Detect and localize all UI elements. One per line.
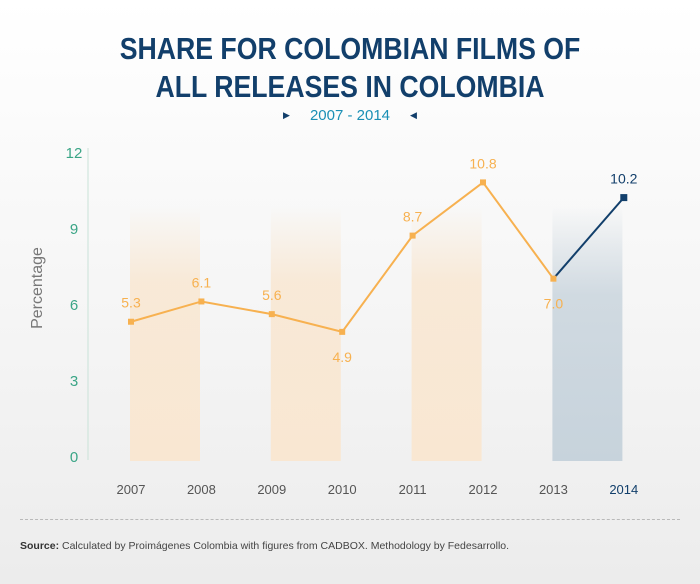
data-point-2014: [620, 194, 628, 202]
source-text: Calculated by Proimágenes Colombia with …: [59, 540, 510, 552]
chart-subtitle: ▶ 2007 - 2014 ◀: [0, 107, 700, 124]
series-line-highlight: [552, 196, 625, 280]
x-tick-2010: 2010: [328, 482, 357, 497]
highlight-bands: [130, 205, 623, 461]
band-2009: [270, 205, 341, 461]
data-point-2010: [339, 328, 346, 335]
data-point-2012: [480, 179, 486, 186]
x-tick-2012: 2012: [469, 482, 498, 497]
x-tick-2011: 2011: [399, 482, 427, 497]
y-tick-3: 3: [70, 373, 78, 390]
data-label-2008: 6.1: [192, 274, 212, 290]
data-label-2009: 5.6: [262, 287, 282, 303]
data-label-2013: 7.0: [544, 296, 564, 312]
band-2011: [411, 205, 482, 461]
data-point-2008: [198, 298, 205, 305]
chart-title: SHARE FOR COLOMBIAN FILMS OF ALL RELEASE…: [49, 30, 651, 106]
x-tick-2013: 2013: [539, 482, 568, 497]
band-2007: [130, 205, 200, 461]
data-point-2013: [550, 275, 557, 282]
data-labels: 5.3 6.1 5.6 4.9 8.7 10.8 7.0 10.2: [121, 155, 637, 364]
data-point-2009: [268, 311, 275, 318]
data-label-2011: 8.7: [403, 209, 423, 225]
y-tick-6: 6: [70, 297, 78, 314]
x-tick-labels: 2007 2008 2009 2010 2011 2012 2013 2014: [117, 482, 639, 497]
y-tick-12: 12: [66, 145, 83, 162]
source-note: Source: Calculated by Proimágenes Colomb…: [20, 540, 509, 552]
chart-title-line2: ALL RELEASES IN COLOMBIA: [155, 69, 545, 104]
chart-title-line1: SHARE FOR COLOMBIAN FILMS OF: [119, 31, 581, 66]
data-label-2007: 5.3: [121, 295, 141, 311]
data-point-2007: [128, 318, 134, 325]
y-axis-label: Percentage: [29, 247, 46, 329]
subtitle-text: 2007 - 2014: [309, 107, 391, 124]
data-label-2012: 10.8: [469, 155, 496, 171]
y-tick-labels: 0 3 6 9 12: [66, 145, 83, 466]
data-label-2014: 10.2: [610, 171, 637, 187]
band-2013: [552, 205, 623, 461]
source-label: Source:: [20, 540, 60, 552]
data-points: [128, 179, 628, 335]
x-tick-2008: 2008: [187, 482, 216, 497]
y-tick-9: 9: [70, 221, 78, 238]
y-tick-0: 0: [70, 449, 78, 466]
triangle-right-icon: ▶: [283, 110, 290, 120]
x-tick-2009: 2009: [257, 482, 286, 497]
triangle-left-icon: ◀: [410, 110, 417, 120]
x-tick-2014: 2014: [609, 482, 638, 497]
footer-divider: [20, 519, 680, 520]
data-point-2011: [409, 232, 416, 239]
x-tick-2007: 2007: [117, 482, 146, 497]
data-label-2010: 4.9: [332, 349, 352, 365]
